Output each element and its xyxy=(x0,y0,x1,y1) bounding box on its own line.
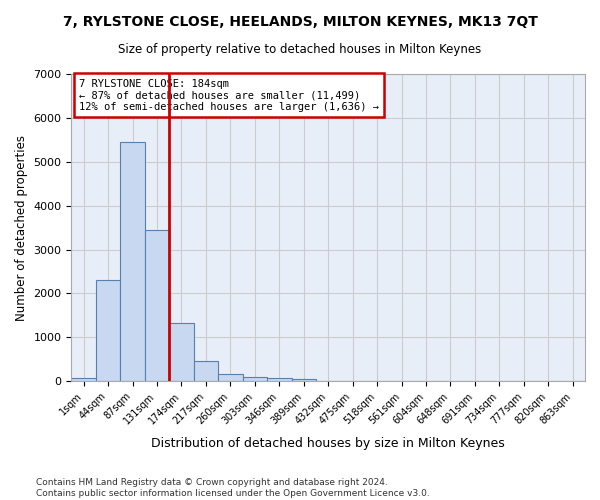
Y-axis label: Number of detached properties: Number of detached properties xyxy=(15,134,28,320)
Bar xyxy=(169,323,194,381)
Bar xyxy=(145,230,169,381)
Bar xyxy=(267,378,292,381)
Bar xyxy=(218,374,242,381)
Text: 7, RYLSTONE CLOSE, HEELANDS, MILTON KEYNES, MK13 7QT: 7, RYLSTONE CLOSE, HEELANDS, MILTON KEYN… xyxy=(62,15,538,29)
Text: Size of property relative to detached houses in Milton Keynes: Size of property relative to detached ho… xyxy=(118,42,482,56)
Text: Contains HM Land Registry data © Crown copyright and database right 2024.
Contai: Contains HM Land Registry data © Crown c… xyxy=(36,478,430,498)
Bar xyxy=(194,360,218,381)
Text: 7 RYLSTONE CLOSE: 184sqm
← 87% of detached houses are smaller (11,499)
12% of se: 7 RYLSTONE CLOSE: 184sqm ← 87% of detach… xyxy=(79,78,379,112)
Bar xyxy=(71,378,96,381)
Bar xyxy=(96,280,121,381)
Bar xyxy=(242,377,267,381)
Bar xyxy=(292,380,316,381)
Bar xyxy=(121,142,145,381)
X-axis label: Distribution of detached houses by size in Milton Keynes: Distribution of detached houses by size … xyxy=(151,437,505,450)
